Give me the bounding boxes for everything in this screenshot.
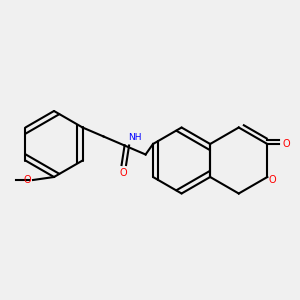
Text: O: O: [24, 175, 32, 185]
Text: NH: NH: [128, 134, 142, 142]
Text: O: O: [119, 168, 127, 178]
Text: O: O: [268, 175, 276, 185]
Text: O: O: [282, 139, 290, 149]
